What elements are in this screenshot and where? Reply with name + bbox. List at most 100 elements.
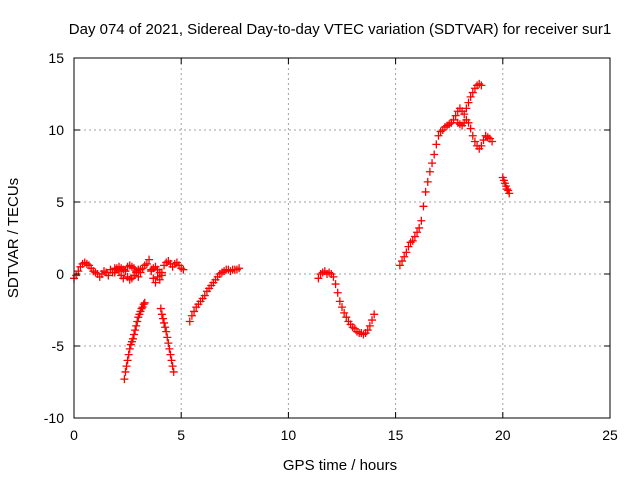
x-tick-label: 25 [602, 427, 618, 443]
data-point [449, 115, 458, 124]
data-point [503, 185, 512, 194]
data-point [122, 362, 131, 371]
data-point [121, 267, 130, 276]
data-point [404, 242, 413, 251]
data-point [417, 216, 426, 225]
data-point [145, 255, 154, 264]
x-tick-label: 15 [388, 427, 404, 443]
data-point [419, 202, 428, 211]
data-point [475, 79, 484, 88]
data-point [329, 272, 338, 281]
data-point [434, 131, 443, 140]
data-point [400, 252, 409, 261]
data-point [168, 362, 177, 371]
y-axis-label: SDTVAR / TECUs [5, 178, 22, 298]
data-point [365, 321, 374, 330]
data-point [130, 330, 139, 339]
y-axis-ticks: -10 -5 0 5 10 15 [44, 50, 610, 426]
data-point [157, 310, 166, 319]
data-point [179, 265, 188, 274]
data-point [157, 268, 166, 277]
data-points [70, 79, 514, 384]
data-point [185, 317, 194, 326]
data-point [325, 268, 334, 277]
data-point [156, 304, 165, 313]
data-point [123, 356, 132, 365]
data-point [226, 267, 235, 276]
data-point [432, 140, 441, 149]
data-point [370, 310, 379, 319]
data-point [133, 317, 142, 326]
data-point [158, 314, 167, 323]
data-point [235, 264, 244, 273]
data-point [121, 367, 130, 376]
data-point [166, 350, 175, 359]
data-point [165, 344, 174, 353]
data-point [468, 88, 477, 97]
grid-lines [74, 58, 610, 418]
chart-title: Day 074 of 2021, Sidereal Day-to-day VTE… [69, 21, 611, 38]
x-axis-ticks: 0 5 10 15 20 25 [70, 58, 618, 443]
data-point [136, 268, 145, 277]
data-point [128, 334, 137, 343]
data-point [200, 291, 209, 300]
data-point [187, 311, 196, 320]
data-point [410, 232, 419, 241]
x-axis-label: GPS time / hours [283, 457, 397, 474]
data-point [132, 321, 141, 330]
data-point [488, 137, 497, 146]
data-point [477, 141, 486, 150]
data-point [470, 137, 479, 146]
data-point [314, 274, 323, 283]
y-tick-label: -10 [44, 410, 64, 426]
data-point [342, 313, 351, 322]
data-point [464, 98, 473, 107]
data-point [151, 278, 160, 287]
data-point [137, 304, 146, 313]
data-point [91, 268, 100, 277]
data-point [119, 274, 128, 283]
data-point [466, 92, 475, 101]
data-point [161, 323, 170, 332]
data-point [464, 118, 473, 127]
data-point [331, 280, 340, 289]
data-point [455, 120, 464, 129]
data-point [139, 300, 148, 309]
data-point [406, 238, 415, 247]
plot-frame [73, 57, 611, 419]
data-point [363, 326, 372, 335]
data-point [335, 297, 344, 306]
x-tick-label: 10 [281, 427, 297, 443]
y-tick-label: 5 [56, 194, 64, 210]
y-tick-label: 15 [48, 50, 64, 66]
data-point [149, 274, 158, 283]
data-point [408, 236, 417, 245]
data-point [131, 326, 140, 335]
x-tick-label: 5 [177, 427, 185, 443]
data-point [398, 257, 407, 266]
data-point [110, 268, 119, 277]
data-point [140, 298, 149, 307]
data-point [430, 150, 439, 159]
y-tick-label: 0 [56, 266, 64, 282]
data-point [338, 303, 346, 312]
data-point [415, 223, 424, 232]
data-point [155, 275, 164, 284]
data-point [479, 136, 488, 145]
data-point [164, 339, 173, 348]
data-point [104, 271, 113, 280]
data-point [120, 375, 129, 384]
data-point [142, 259, 151, 268]
data-point [423, 177, 432, 186]
data-point [162, 327, 171, 336]
data-point [169, 367, 178, 376]
data-point [134, 272, 143, 281]
data-point [395, 261, 404, 270]
data-point [124, 350, 133, 359]
data-point [436, 127, 445, 136]
data-point [505, 189, 514, 198]
data-point [130, 271, 139, 280]
y-tick-label: 10 [48, 122, 64, 138]
data-point [163, 333, 172, 342]
